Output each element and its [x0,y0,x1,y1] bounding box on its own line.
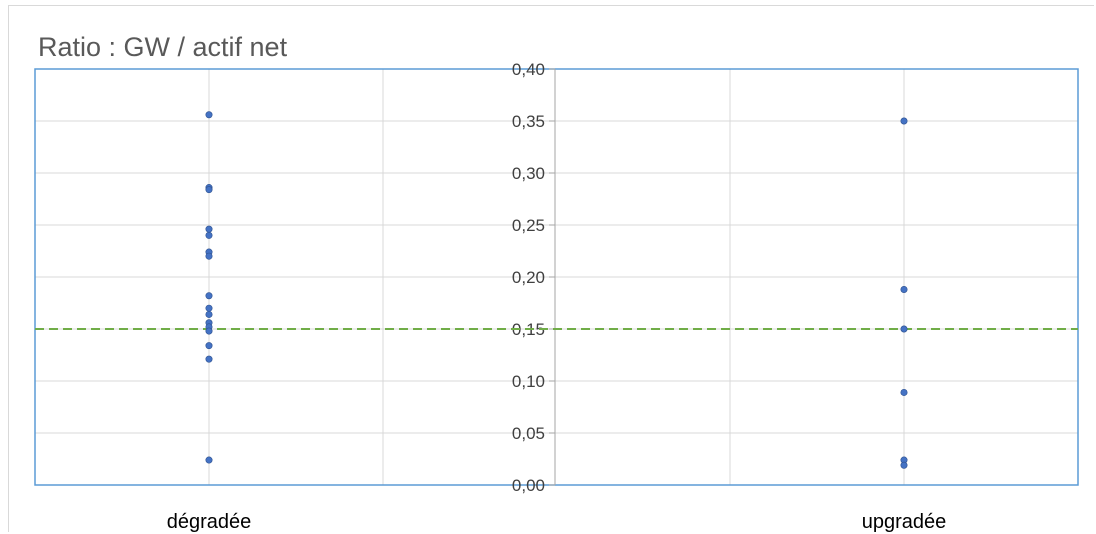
plot-area-border [34,68,1079,486]
y-tick-label: 0,25 [512,216,545,235]
data-point [205,355,213,363]
category-label: dégradée [167,511,252,533]
y-tick-label: 0,00 [512,476,545,495]
y-tick-label: 0,30 [512,164,545,183]
data-point [900,117,908,125]
y-tick-label: 0,05 [512,424,545,443]
chart-frame [8,5,1094,532]
y-tick-label: 0,10 [512,372,545,391]
data-point [205,225,213,233]
category-label: upgradée [862,511,947,533]
data-point [205,327,213,335]
data-point [900,388,908,396]
data-point [205,456,213,464]
y-tick-label: 0,35 [512,112,545,131]
y-tick-label: 0,40 [512,60,545,79]
data-point [205,186,213,194]
data-points [205,111,908,469]
data-point [205,342,213,350]
data-point [205,252,213,260]
data-point [205,310,213,318]
data-point [205,111,213,119]
gridlines [35,69,1078,485]
y-tick-label: 0,20 [512,268,545,287]
data-point [205,304,213,312]
category-labels: dégradée upgradée [167,511,947,533]
data-point [900,325,908,333]
data-point [205,292,213,300]
data-point [205,231,213,239]
data-point [900,285,908,293]
chart-title: Ratio : GW / actif net [38,32,288,62]
data-point [900,461,908,469]
